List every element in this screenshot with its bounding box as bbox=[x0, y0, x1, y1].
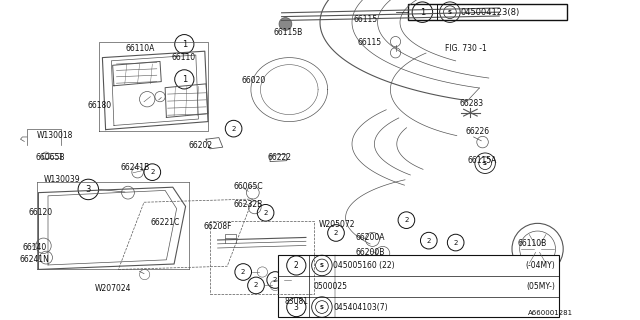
Text: 66283: 66283 bbox=[460, 99, 484, 108]
Text: 2: 2 bbox=[232, 126, 236, 132]
Text: 1: 1 bbox=[182, 40, 187, 49]
Text: 66241B: 66241B bbox=[120, 163, 150, 172]
Text: 66065B: 66065B bbox=[35, 153, 65, 162]
Text: 2: 2 bbox=[264, 210, 268, 216]
Text: 83081: 83081 bbox=[285, 297, 309, 306]
Text: 1: 1 bbox=[420, 8, 425, 17]
Text: 2: 2 bbox=[150, 169, 154, 175]
Text: 3: 3 bbox=[294, 302, 299, 312]
Text: 66232B: 66232B bbox=[234, 200, 263, 209]
Text: 66115A: 66115A bbox=[467, 156, 497, 165]
Text: S: S bbox=[448, 10, 452, 15]
Text: 66115B: 66115B bbox=[274, 28, 303, 37]
Text: 66110B: 66110B bbox=[517, 239, 547, 248]
Text: 66065C: 66065C bbox=[234, 182, 263, 191]
Text: A660001281: A660001281 bbox=[527, 310, 573, 316]
Text: W205072: W205072 bbox=[319, 220, 355, 229]
Text: 66208F: 66208F bbox=[204, 222, 232, 231]
Text: S: S bbox=[483, 161, 487, 166]
Text: 66221C: 66221C bbox=[150, 218, 180, 227]
Text: 045404103(7): 045404103(7) bbox=[333, 302, 388, 312]
Text: 2: 2 bbox=[454, 240, 458, 245]
FancyBboxPatch shape bbox=[408, 4, 567, 20]
Text: W130039: W130039 bbox=[44, 175, 80, 184]
Text: 66020: 66020 bbox=[242, 76, 266, 85]
FancyBboxPatch shape bbox=[278, 255, 559, 317]
Text: 045005160 (22): 045005160 (22) bbox=[333, 261, 395, 270]
Text: W130018: W130018 bbox=[37, 131, 74, 140]
Text: 1: 1 bbox=[182, 75, 187, 84]
Text: 2: 2 bbox=[273, 277, 277, 283]
Text: 66140: 66140 bbox=[22, 243, 47, 252]
Text: 2: 2 bbox=[334, 230, 338, 236]
Text: 2: 2 bbox=[427, 238, 431, 244]
Text: 2: 2 bbox=[404, 217, 408, 223]
Text: FIG. 730 -1: FIG. 730 -1 bbox=[445, 44, 486, 53]
Text: 66226: 66226 bbox=[466, 127, 490, 136]
Text: 0500025: 0500025 bbox=[314, 282, 348, 291]
Text: 66222: 66222 bbox=[268, 153, 292, 162]
Text: 66110A: 66110A bbox=[125, 44, 155, 53]
Text: 2: 2 bbox=[294, 261, 299, 270]
Text: (05MY-): (05MY-) bbox=[527, 282, 556, 291]
Text: S: S bbox=[320, 305, 324, 309]
Text: 2: 2 bbox=[254, 283, 258, 288]
Text: 66115: 66115 bbox=[357, 38, 381, 47]
Text: 045004123(8): 045004123(8) bbox=[461, 8, 520, 17]
Text: 66200B: 66200B bbox=[355, 248, 385, 257]
Text: 66202: 66202 bbox=[189, 141, 213, 150]
Text: 2: 2 bbox=[241, 269, 245, 275]
Text: 66200A: 66200A bbox=[355, 233, 385, 242]
Text: (-04MY): (-04MY) bbox=[526, 261, 556, 270]
Text: 66115: 66115 bbox=[353, 15, 378, 24]
Text: 66180: 66180 bbox=[87, 101, 111, 110]
Text: 3: 3 bbox=[86, 185, 91, 194]
Text: 66241N: 66241N bbox=[19, 255, 49, 264]
Text: S: S bbox=[320, 263, 324, 268]
Text: 66120: 66120 bbox=[29, 208, 53, 217]
Text: 66110: 66110 bbox=[172, 53, 196, 62]
Text: W207024: W207024 bbox=[95, 284, 131, 293]
Ellipse shape bbox=[279, 18, 292, 30]
